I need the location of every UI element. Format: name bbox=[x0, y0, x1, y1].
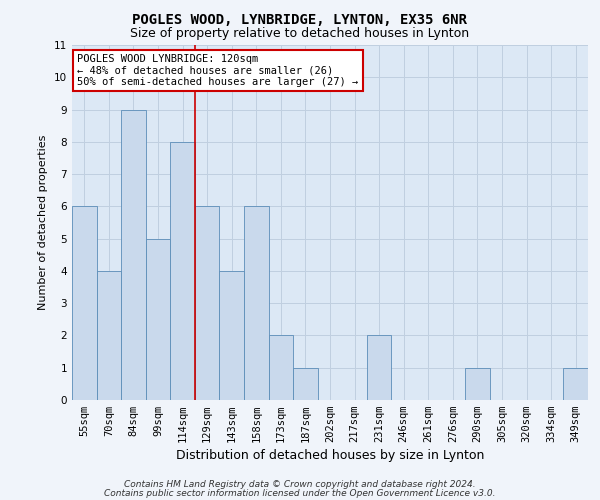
Bar bbox=[97, 271, 121, 400]
Bar bbox=[244, 206, 269, 400]
Bar bbox=[170, 142, 195, 400]
X-axis label: Distribution of detached houses by size in Lynton: Distribution of detached houses by size … bbox=[176, 450, 484, 462]
Bar bbox=[563, 368, 588, 400]
Bar bbox=[195, 206, 220, 400]
Bar bbox=[269, 336, 293, 400]
Bar bbox=[465, 368, 490, 400]
Text: POGLES WOOD LYNBRIDGE: 120sqm
← 48% of detached houses are smaller (26)
50% of s: POGLES WOOD LYNBRIDGE: 120sqm ← 48% of d… bbox=[77, 54, 358, 87]
Bar bbox=[367, 336, 391, 400]
Text: Contains public sector information licensed under the Open Government Licence v3: Contains public sector information licen… bbox=[104, 488, 496, 498]
Text: POGLES WOOD, LYNBRIDGE, LYNTON, EX35 6NR: POGLES WOOD, LYNBRIDGE, LYNTON, EX35 6NR bbox=[133, 12, 467, 26]
Bar bbox=[72, 206, 97, 400]
Bar bbox=[121, 110, 146, 400]
Text: Size of property relative to detached houses in Lynton: Size of property relative to detached ho… bbox=[130, 28, 470, 40]
Y-axis label: Number of detached properties: Number of detached properties bbox=[38, 135, 49, 310]
Text: Contains HM Land Registry data © Crown copyright and database right 2024.: Contains HM Land Registry data © Crown c… bbox=[124, 480, 476, 489]
Bar bbox=[293, 368, 318, 400]
Bar bbox=[146, 238, 170, 400]
Bar bbox=[220, 271, 244, 400]
